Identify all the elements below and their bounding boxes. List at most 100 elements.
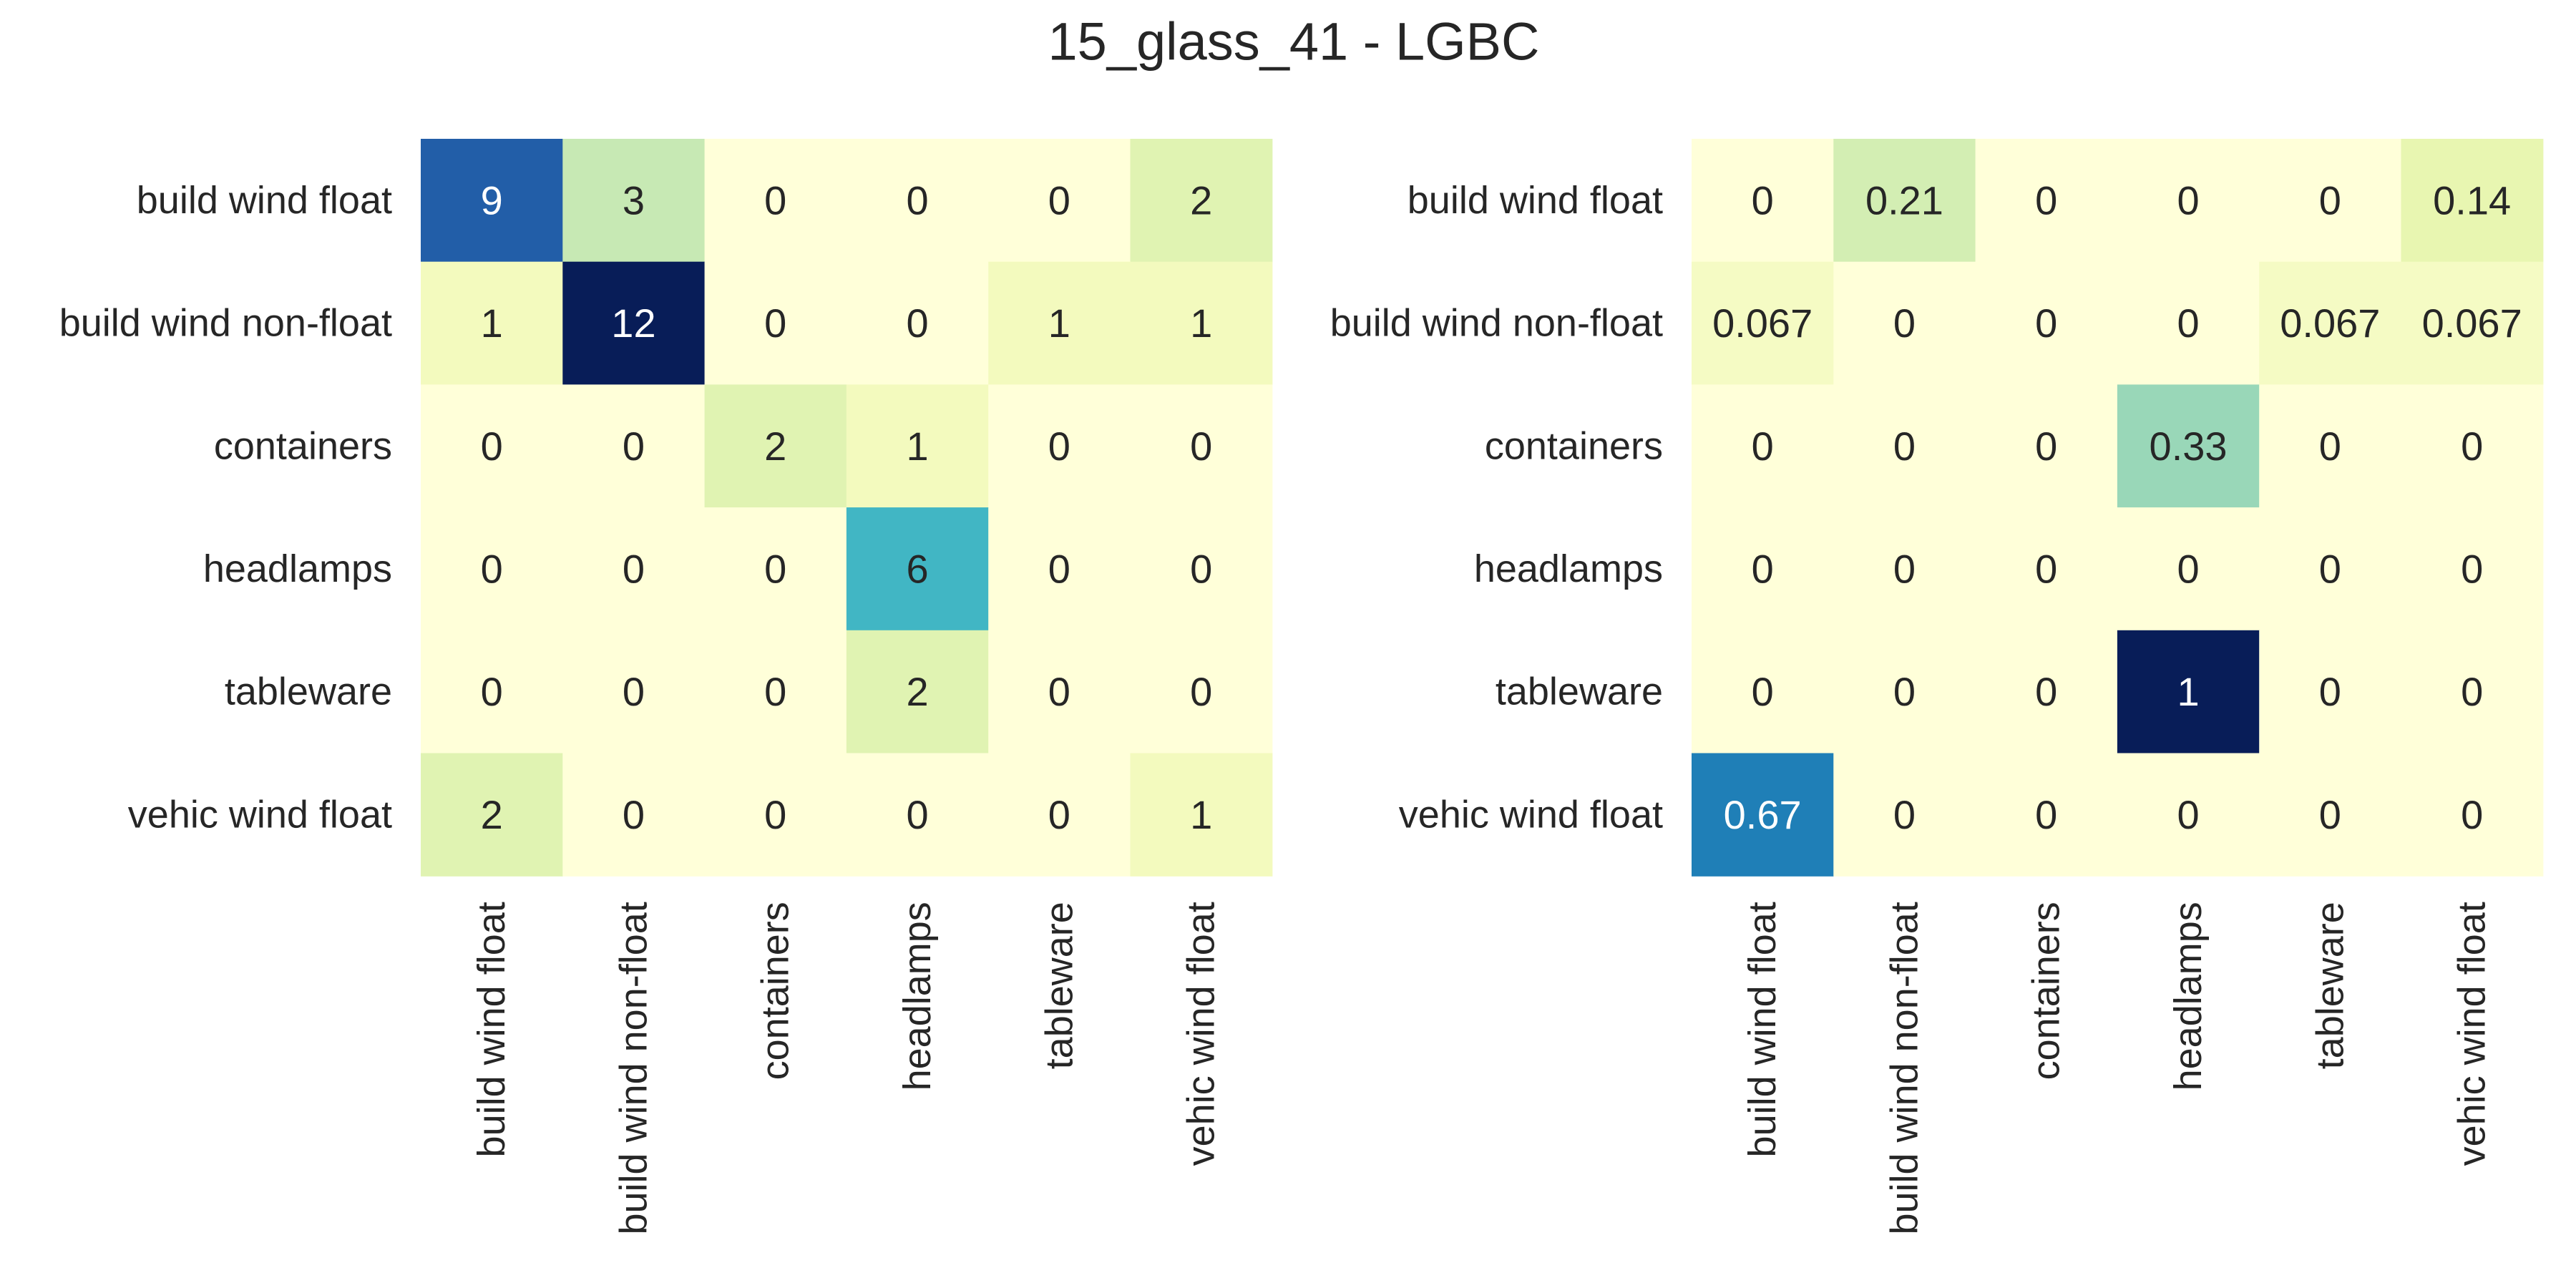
- heatmap-cell-r5-c5: [2401, 753, 2544, 877]
- cell-value-label: 0: [1752, 177, 1774, 223]
- cell-value-label: 0: [2461, 792, 2483, 837]
- cell-value-label: 0.067: [2422, 301, 2522, 346]
- cell-value-label: 1: [481, 301, 503, 346]
- heatmap-cell-r5-c4: [2259, 753, 2402, 877]
- cell-value-label: 0: [623, 669, 645, 714]
- cell-value-label: 0: [2035, 424, 2057, 469]
- row-label-headlamps: headlamps: [203, 547, 392, 590]
- heatmap-cell-r0-c2: [1975, 139, 2118, 263]
- row-label-headlamps: headlamps: [1474, 547, 1663, 590]
- heatmap-cell-r5-c3: [846, 753, 989, 877]
- heatmap-cell-r4-c2: [1975, 630, 2118, 754]
- heatmap-cell-r2-c3: [2117, 384, 2260, 508]
- cell-value-label: 1: [2177, 669, 2199, 714]
- cell-value-label: 0: [2035, 546, 2057, 591]
- row-label-containers: containers: [214, 424, 392, 467]
- cell-value-label: 0.67: [1724, 792, 1802, 837]
- cell-value-label: 0: [2461, 546, 2483, 591]
- cell-value-label: 0: [1893, 669, 1916, 714]
- cell-value-label: 12: [611, 301, 655, 346]
- heatmap-cell-r4-c5: [1130, 630, 1273, 754]
- cell-value-label: 0: [1048, 177, 1070, 223]
- heatmap-cell-r3-c5: [2401, 507, 2544, 631]
- heatmap-cell-r5-c3: [2117, 753, 2260, 877]
- heatmap-cell-r0-c1: [562, 139, 706, 263]
- heatmap-cell-r3-c2: [1975, 507, 2118, 631]
- heatmap-cell-r4-c0: [1692, 630, 1834, 754]
- column-label-containers: containers: [754, 902, 797, 1080]
- heatmap-cell-r3-c0: [421, 507, 563, 631]
- heatmap-cell-r2-c2: [704, 384, 847, 508]
- heatmap-cell-r4-c3: [846, 630, 989, 754]
- heatmap-cell-r1-c5: [1130, 261, 1273, 385]
- heatmap-cell-r2-c4: [2259, 384, 2402, 508]
- cell-value-label: 0: [1190, 424, 1212, 469]
- heatmap-cell-r2-c2: [1975, 384, 2118, 508]
- cell-value-label: 0: [2319, 669, 2341, 714]
- cell-value-label: 0: [764, 301, 786, 346]
- row-label-build-wind-float: build wind float: [137, 179, 392, 222]
- heatmap-cell-r1-c2: [1975, 261, 2118, 385]
- heatmap-cell-r1-c5: [2401, 261, 2544, 385]
- heatmap-cell-r1-c3: [2117, 261, 2260, 385]
- cell-value-label: 0: [1048, 546, 1070, 591]
- heatmap-cell-r1-c1: [1833, 261, 1976, 385]
- cell-value-label: 0: [1048, 424, 1070, 469]
- row-label-build-wind-non-float: build wind non-float: [59, 302, 392, 345]
- cell-value-label: 0: [1048, 792, 1070, 837]
- heatmap-cell-r4-c3: [2117, 630, 2260, 754]
- heatmap-cell-r3-c4: [988, 507, 1131, 631]
- heatmap-cell-r0-c4: [2259, 139, 2402, 263]
- cell-value-label: 0: [1752, 546, 1774, 591]
- heatmap-cell-r5-c0: [1692, 753, 1834, 877]
- cell-value-label: 0: [1893, 301, 1916, 346]
- cell-value-label: 0.21: [1865, 177, 1943, 223]
- heatmap-cell-r3-c3: [2117, 507, 2260, 631]
- heatmap-cell-r1-c0: [1692, 261, 1834, 385]
- row-label-tableware: tableware: [1496, 670, 1663, 713]
- cell-value-label: 0: [906, 177, 928, 223]
- heatmap-cell-r4-c1: [562, 630, 706, 754]
- heatmap-cell-r2-c3: [846, 384, 989, 508]
- column-label-headlamps: headlamps: [2167, 902, 2210, 1091]
- cell-value-label: 0: [1190, 669, 1212, 714]
- heatmap-cell-r3-c4: [2259, 507, 2402, 631]
- heatmap-cell-r3-c0: [1692, 507, 1834, 631]
- column-label-build-wind-non-float: build wind non-float: [1883, 902, 1926, 1234]
- cell-value-label: 0: [2319, 792, 2341, 837]
- cell-value-label: 0: [623, 424, 645, 469]
- column-label-build-wind-float: build wind float: [470, 902, 513, 1157]
- cell-value-label: 0: [2319, 177, 2341, 223]
- heatmap-cell-r0-c5: [1130, 139, 1273, 263]
- cell-value-label: 0: [1752, 424, 1774, 469]
- cell-value-label: 0: [2319, 546, 2341, 591]
- cell-value-label: 9: [481, 177, 503, 223]
- cell-value-label: 0: [623, 792, 645, 837]
- cell-value-label: 0: [2035, 669, 2057, 714]
- cell-value-label: 0.33: [2150, 424, 2228, 469]
- column-label-vehic-wind-float: vehic wind float: [1180, 902, 1223, 1166]
- cell-value-label: 0.067: [1712, 301, 1813, 346]
- heatmap-cell-r1-c3: [846, 261, 989, 385]
- heatmap-cell-r3-c1: [1833, 507, 1976, 631]
- cell-value-label: 0: [481, 669, 503, 714]
- column-label-vehic-wind-float: vehic wind float: [2451, 902, 2494, 1166]
- cell-value-label: 0: [1893, 424, 1916, 469]
- cell-value-label: 0: [2177, 546, 2199, 591]
- heatmap-cell-r3-c2: [704, 507, 847, 631]
- cell-value-label: 0: [906, 792, 928, 837]
- column-label-tableware: tableware: [1038, 902, 1080, 1069]
- cell-value-label: 0: [1752, 669, 1774, 714]
- heatmap-cell-r2-c0: [421, 384, 563, 508]
- heatmap-cell-r1-c4: [988, 261, 1131, 385]
- row-label-vehic-wind-float: vehic wind float: [1399, 793, 1663, 836]
- heatmap-panel-counts: 9 3 0 0 0 2 1 12 0 0 1 1 0 0 2 1 0 0 0 0 0 6 0 0 0 0 0 2 0 0 2 0 0 0 0 1 bui…: [59, 139, 1273, 1235]
- cell-value-label: 0: [906, 301, 928, 346]
- heatmap-cell-r4-c5: [2401, 630, 2544, 754]
- cell-value-label: 0: [2319, 424, 2341, 469]
- heatmap-cell-r4-c2: [704, 630, 847, 754]
- heatmap-cell-r0-c0: [421, 139, 563, 263]
- column-label-tableware: tableware: [2308, 902, 2351, 1069]
- row-label-vehic-wind-float: vehic wind float: [128, 793, 392, 836]
- heatmap-cell-r5-c4: [988, 753, 1131, 877]
